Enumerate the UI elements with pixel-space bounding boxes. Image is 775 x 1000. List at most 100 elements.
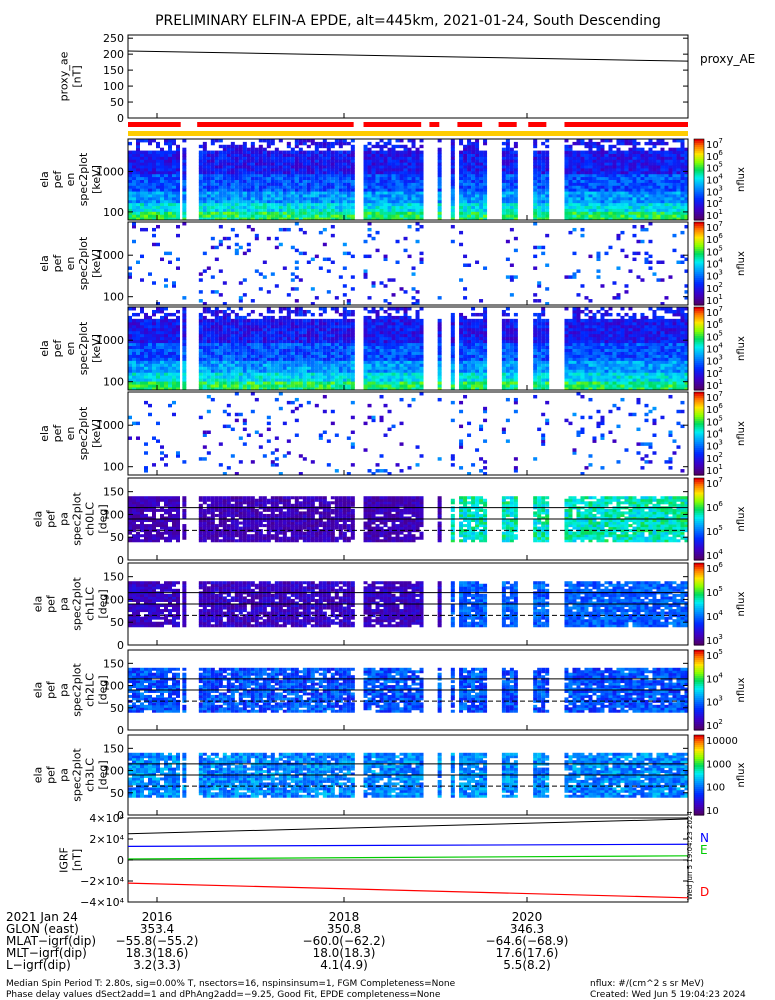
spec-cell	[372, 180, 376, 183]
spec-cell	[156, 142, 160, 145]
spec-cell	[223, 354, 227, 357]
spec-cell	[564, 203, 568, 206]
spec-cell	[388, 153, 392, 156]
spec-cell	[263, 165, 267, 168]
spec-cell	[537, 208, 541, 211]
spec-cell	[144, 214, 148, 217]
spec-cell	[291, 357, 295, 360]
spec-cell	[459, 180, 463, 183]
spec-cell	[215, 165, 219, 168]
proxy-ae-line	[128, 51, 688, 61]
spec-cell	[364, 384, 368, 387]
spec-cell	[211, 275, 215, 278]
spec-cell	[176, 258, 180, 261]
spec-cell	[506, 185, 510, 188]
spec-cell	[140, 354, 144, 357]
spec-cell	[164, 188, 168, 191]
spec-cell	[279, 325, 283, 328]
spec-cell	[463, 185, 467, 188]
spec-cell	[372, 208, 376, 211]
spec-cell	[384, 145, 388, 148]
spec-cell	[541, 194, 545, 197]
spec-cell	[572, 182, 576, 185]
spec-cell	[483, 174, 487, 177]
spec-cell	[438, 211, 442, 214]
spec-cell	[380, 168, 384, 171]
spec-cell	[219, 177, 223, 180]
spec-cell	[592, 168, 596, 171]
spec-cell	[291, 360, 295, 363]
spec-cell	[140, 343, 144, 346]
spec-cell	[247, 191, 251, 194]
spec-cell	[275, 151, 279, 154]
spec-cell	[596, 145, 600, 148]
spec-cell	[580, 211, 584, 214]
spec-cell	[408, 182, 412, 185]
spec-cell	[672, 197, 676, 200]
spec-cell	[596, 211, 600, 214]
spec-cell	[372, 153, 376, 156]
spec-cell	[140, 381, 144, 384]
spec-cell	[479, 191, 483, 194]
spec-cell	[384, 185, 388, 188]
spec-cell	[506, 211, 510, 214]
spec-cell	[231, 351, 235, 354]
spec-cell	[168, 208, 172, 211]
spec-cell	[463, 188, 467, 191]
spec-cell	[140, 278, 144, 281]
spec-cell	[128, 165, 132, 168]
spec-cell	[203, 384, 207, 387]
spec-cell	[351, 381, 355, 384]
spec-cell	[223, 177, 227, 180]
spec-cell	[291, 177, 295, 180]
spec-cell	[148, 375, 152, 378]
spec-cell	[533, 162, 537, 165]
spec-cell	[580, 188, 584, 191]
spec-cell	[263, 322, 267, 325]
spec-cell	[271, 325, 275, 328]
spec-cell	[572, 153, 576, 156]
spec-cell	[351, 197, 355, 200]
spec-cell	[319, 366, 323, 369]
spec-cell	[343, 316, 347, 319]
spec-cell	[319, 337, 323, 340]
spec-cell	[588, 142, 592, 145]
spec-cell	[624, 188, 628, 191]
spec-cell	[211, 337, 215, 340]
spec-cell	[164, 337, 168, 340]
spec-cell	[672, 203, 676, 206]
spec-cell	[412, 153, 416, 156]
spec-cell	[219, 240, 223, 243]
spec-cell	[227, 200, 231, 203]
spec-cell	[420, 208, 424, 211]
spec-cell	[604, 185, 608, 188]
spec-cell	[533, 214, 537, 217]
spec-cell	[295, 203, 299, 206]
spec-cell	[223, 200, 227, 203]
spec-cell	[400, 194, 404, 197]
spec-cell	[604, 180, 608, 183]
spec-cell	[331, 340, 335, 343]
spec-cell	[364, 171, 368, 174]
spec-cell	[223, 319, 227, 322]
spec-cell	[533, 171, 537, 174]
spec-cell	[620, 162, 624, 165]
spec-cell	[510, 148, 514, 151]
spec-cell	[227, 237, 231, 240]
spec-cell	[176, 185, 180, 188]
spec-cell	[459, 139, 463, 142]
spec-cell	[564, 156, 568, 159]
spec-cell	[168, 354, 172, 357]
spec-cell	[164, 360, 168, 363]
spec-cell	[259, 211, 263, 214]
spec-cell	[259, 366, 263, 369]
spec-cell	[404, 200, 408, 203]
spec-cell	[600, 214, 604, 217]
spec-cell	[612, 171, 616, 174]
spec-cell	[227, 214, 231, 217]
spec-cell	[323, 310, 327, 313]
spec-cell	[215, 313, 219, 316]
spec-cell	[335, 171, 339, 174]
spec-cell	[287, 214, 291, 217]
spec-cell	[291, 200, 295, 203]
